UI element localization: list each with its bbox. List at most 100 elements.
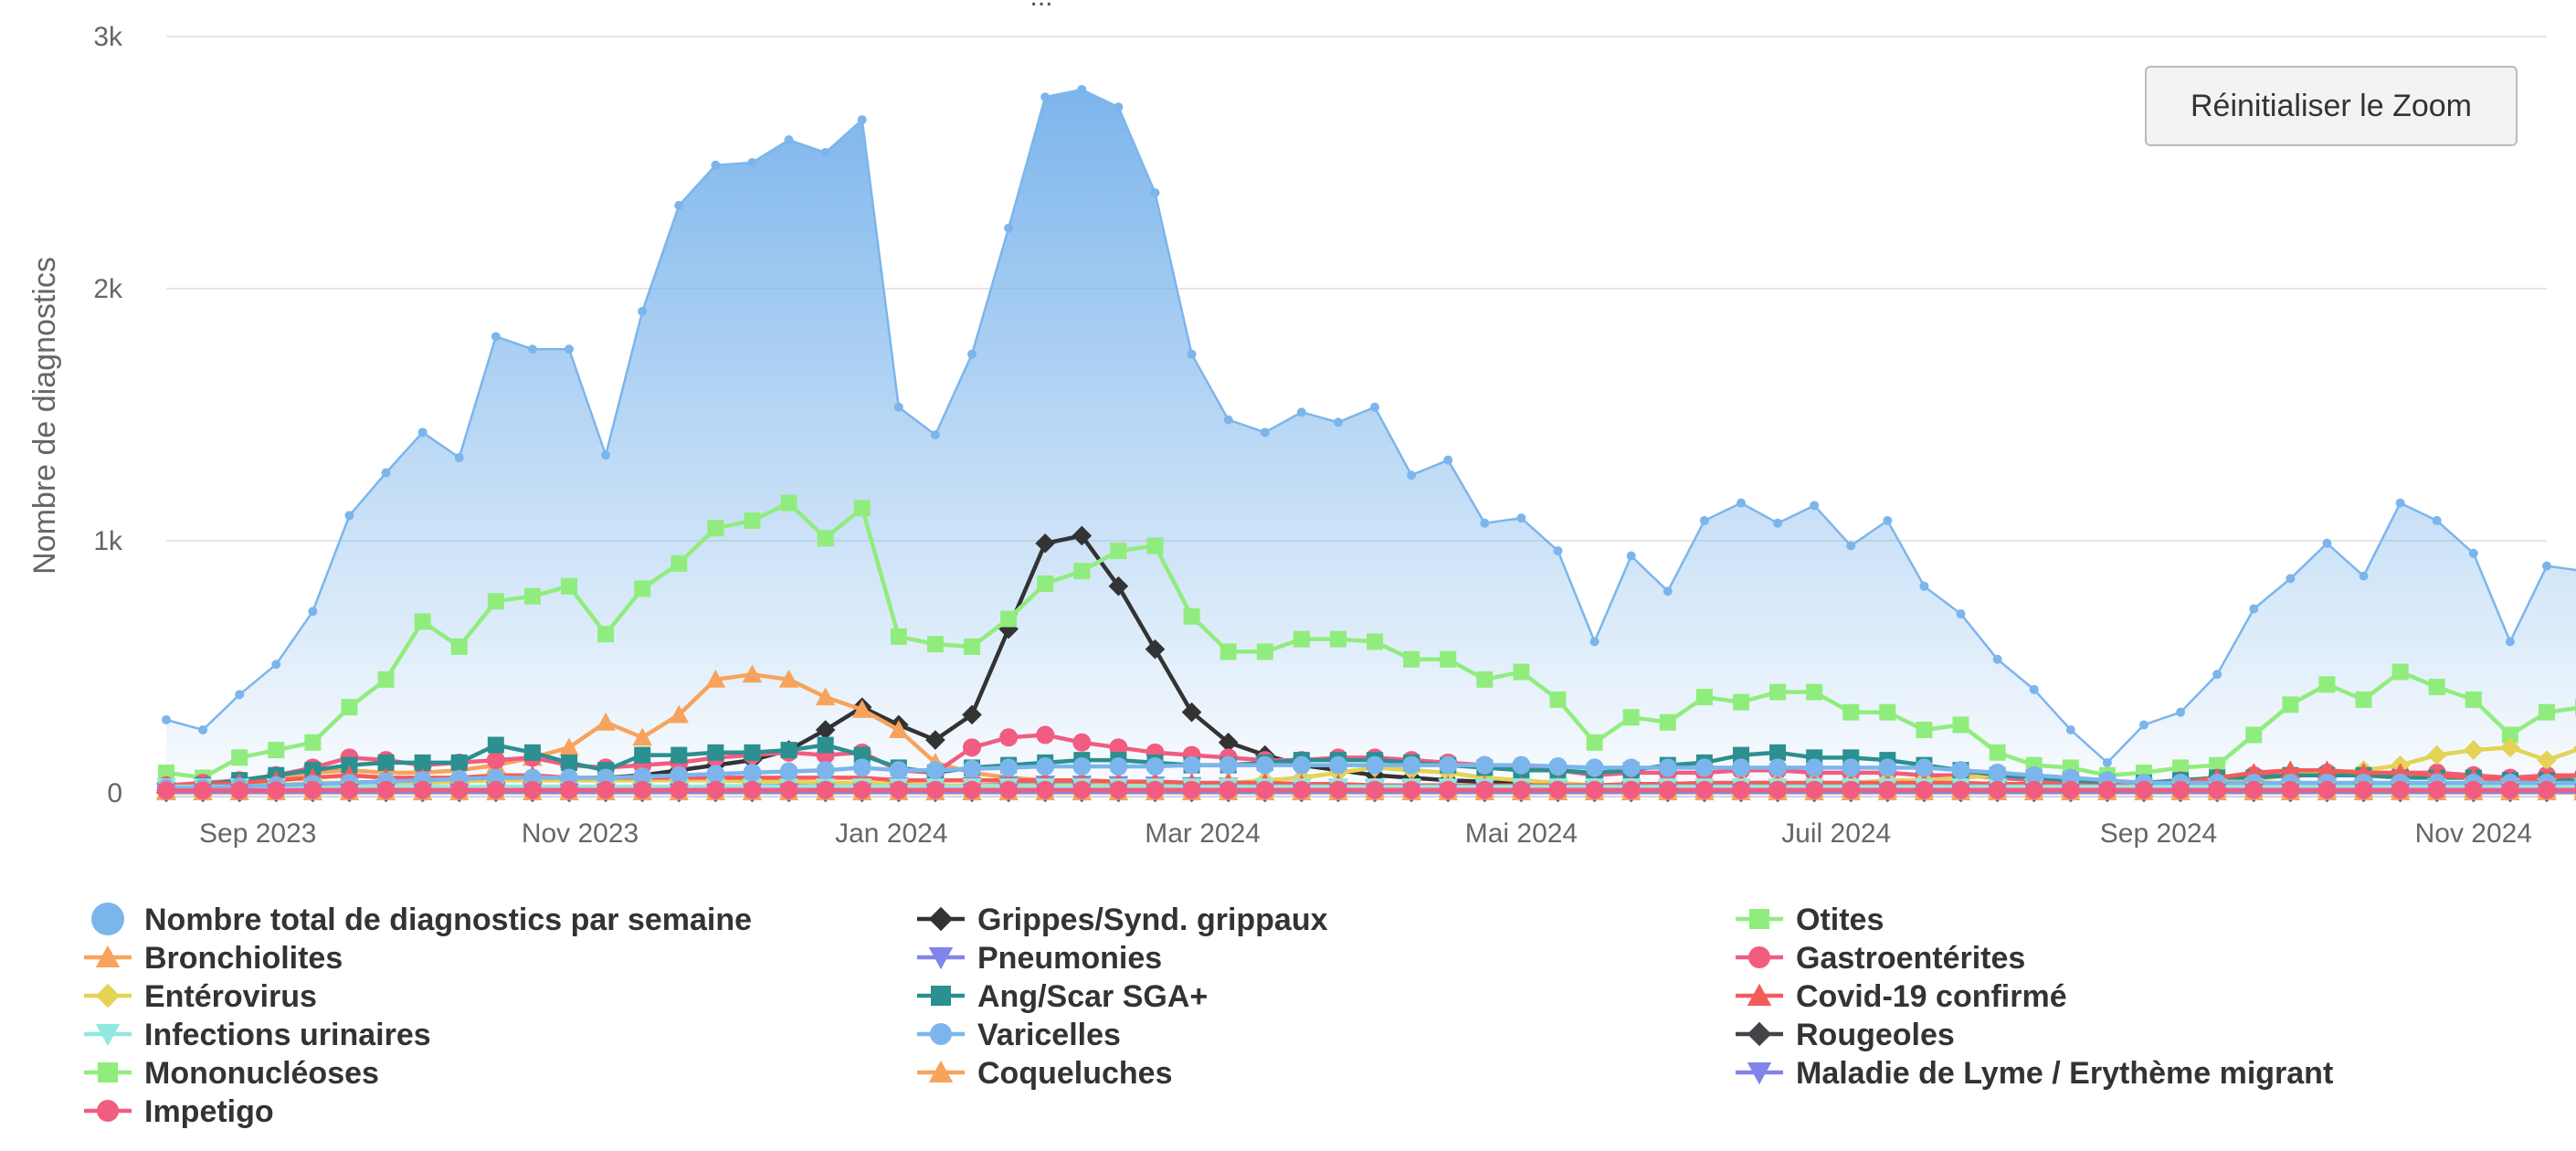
data-point xyxy=(1992,654,2002,664)
data-point xyxy=(344,511,354,521)
data-point xyxy=(565,344,575,354)
data-point xyxy=(414,754,431,771)
data-point xyxy=(527,344,537,354)
data-point xyxy=(674,200,684,210)
data-point xyxy=(1182,755,1201,775)
y-axis-title: Nombre de diagnostics xyxy=(27,257,62,575)
data-point xyxy=(1919,581,1929,591)
data-point xyxy=(815,687,836,706)
legend-symbol xyxy=(1747,983,1772,1006)
legend-symbol xyxy=(1747,1021,1772,1047)
legend-label: Otites xyxy=(1796,903,1884,937)
area-fill-total xyxy=(166,90,2576,793)
legend-item: Ang/Scar SGA+ xyxy=(917,979,1208,1014)
data-point xyxy=(1548,757,1568,776)
data-point xyxy=(2208,780,2227,799)
data-point xyxy=(2172,759,2190,776)
data-point xyxy=(670,746,688,764)
data-point xyxy=(743,763,762,782)
y-tick-label: 2k xyxy=(93,274,123,304)
data-point xyxy=(2176,707,2186,717)
data-point xyxy=(744,744,761,761)
data-point xyxy=(707,520,724,537)
data-point xyxy=(376,780,396,799)
data-point xyxy=(194,781,213,800)
data-point xyxy=(857,115,867,125)
data-point xyxy=(2573,783,2576,788)
data-point xyxy=(1219,755,1238,775)
data-point xyxy=(1004,223,1014,233)
data-point xyxy=(634,746,651,764)
data-point xyxy=(1255,755,1274,775)
data-point xyxy=(1769,744,1787,761)
data-point xyxy=(890,628,907,645)
data-point xyxy=(889,761,908,780)
data-point xyxy=(1366,780,1385,799)
data-point xyxy=(417,428,428,438)
data-point xyxy=(1403,650,1420,668)
data-point xyxy=(2500,780,2519,799)
legend-label: Rougeoles xyxy=(1796,1018,1955,1052)
data-point xyxy=(1736,498,1746,508)
data-point xyxy=(2395,498,2405,508)
legend-item: Entérovirus xyxy=(84,979,317,1014)
data-point xyxy=(1512,780,1531,799)
legend-symbol xyxy=(928,1060,954,1082)
legend-item: Mononucléoses xyxy=(84,1056,379,1091)
data-point xyxy=(198,725,208,734)
data-point xyxy=(450,754,468,771)
legend-symbol xyxy=(1747,1062,1772,1085)
data-point xyxy=(1292,755,1311,775)
data-point xyxy=(1150,188,1160,198)
legend-label: Covid-19 confirmé xyxy=(1796,979,2067,1014)
data-point xyxy=(852,758,871,777)
data-point xyxy=(1000,610,1018,628)
data-point xyxy=(1036,780,1055,799)
legend-item: Pneumonies xyxy=(917,941,1162,976)
data-point xyxy=(633,780,652,799)
plot-area xyxy=(156,84,2576,803)
reset-zoom-button[interactable]: Réinitialiser le Zoom xyxy=(2145,66,2518,146)
data-point xyxy=(2464,780,2483,799)
legend-label: Bronchiolites xyxy=(144,941,343,976)
data-point xyxy=(1589,637,1599,647)
data-point xyxy=(705,670,726,688)
data-point xyxy=(1842,758,1861,777)
data-point xyxy=(162,714,171,724)
data-point xyxy=(268,742,285,759)
data-point xyxy=(743,780,762,799)
legend-symbol xyxy=(95,983,121,1008)
data-point xyxy=(1073,563,1091,580)
legend-label: Ang/Scar SGA+ xyxy=(977,979,1208,1014)
data-point xyxy=(999,728,1019,747)
data-point xyxy=(377,754,395,771)
data-point xyxy=(271,660,281,670)
y-tick-label: 1k xyxy=(93,526,123,556)
data-point xyxy=(1878,758,1897,777)
data-point xyxy=(670,554,688,572)
data-point xyxy=(2138,720,2148,730)
x-tick-label: Mai 2024 xyxy=(1465,818,1578,849)
data-point xyxy=(2573,744,2576,751)
data-point xyxy=(817,736,834,754)
data-point xyxy=(1585,758,1604,777)
data-point xyxy=(816,780,835,799)
data-point xyxy=(2281,780,2300,799)
data-point xyxy=(560,780,579,799)
data-point xyxy=(1805,780,1824,799)
data-point xyxy=(2468,548,2478,558)
data-point xyxy=(1732,746,1749,764)
data-point xyxy=(1694,758,1714,777)
data-point xyxy=(779,762,798,781)
x-tick-label: Mar 2024 xyxy=(1145,818,1261,849)
data-point xyxy=(816,761,835,780)
data-point xyxy=(487,736,504,754)
data-point xyxy=(1878,780,1897,799)
data-point xyxy=(747,158,757,167)
series-2 xyxy=(158,494,2576,787)
data-point xyxy=(2212,670,2222,680)
legend-symbol xyxy=(930,1023,952,1045)
data-point xyxy=(523,587,541,605)
data-point xyxy=(815,720,836,740)
legend-item: Gastroentérites xyxy=(1736,941,2025,976)
